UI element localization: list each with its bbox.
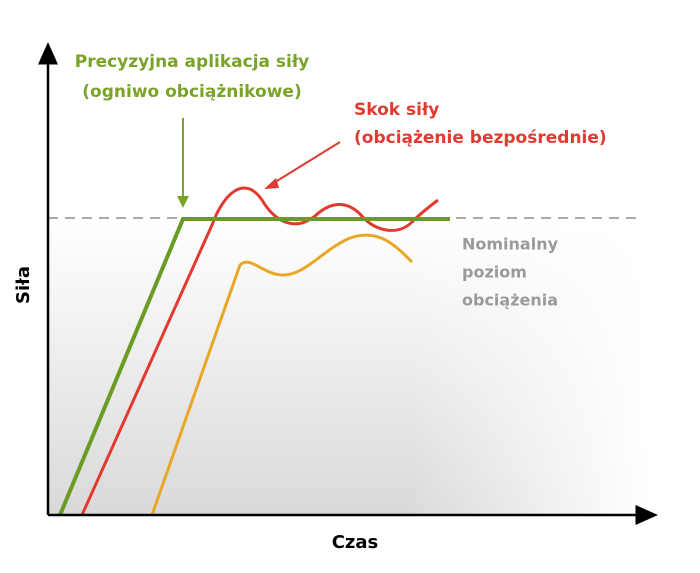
annotation: (ogniwo obciążnikowe) [82,82,301,102]
orange-curve [150,233,414,516]
red-arrow [271,141,341,185]
annotation: obciążenia [462,291,558,310]
annotation: Precyzyjna aplikacja siły [75,52,310,72]
green-curve [58,217,450,516]
x-axis-label: Czas [332,532,379,553]
annotation: poziom [462,263,527,282]
background-fade [48,220,648,515]
annotation: Nominalny [462,235,559,254]
green-arrow-head [177,196,189,208]
annotation: (obciążenie bezpośrednie) [354,128,607,148]
red-curve [80,186,439,516]
y-axis-label: Siła [13,266,34,304]
red-arrow-head [264,178,279,189]
annotation: Skok siły [354,100,439,120]
